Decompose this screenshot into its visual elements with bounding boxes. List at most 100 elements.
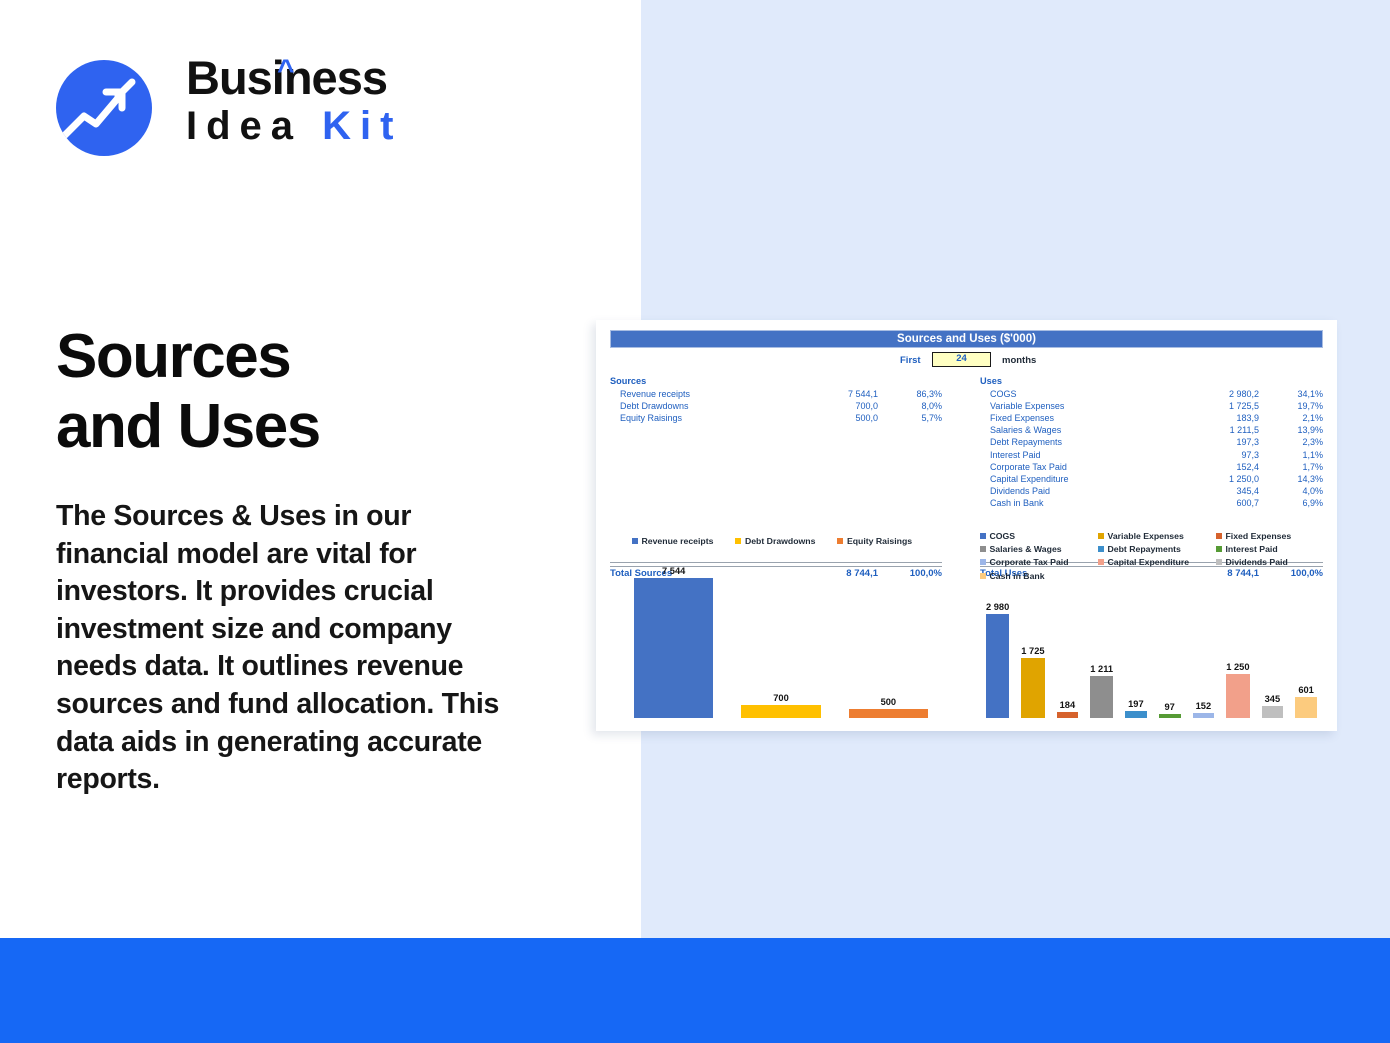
- uses-bar-group: 197: [1119, 583, 1153, 718]
- uses-legend-item[interactable]: Variable Expenses: [1098, 531, 1216, 541]
- uses-row: Fixed Expenses 183,9 2,1%: [980, 412, 1323, 424]
- sources-chart-legend: Revenue receipts Debt Drawdowns Equity Rai…: [632, 536, 942, 546]
- uses-row-label: Salaries & Wages: [990, 425, 1062, 436]
- uses-row-label: Cash in Bank: [990, 497, 1044, 508]
- uses-bar-value-label: 2 980: [986, 602, 1010, 612]
- uses-bar-group: 1 211: [1084, 583, 1119, 718]
- uses-legend-item[interactable]: Fixed Expenses: [1216, 531, 1323, 541]
- period-months-input[interactable]: 24: [932, 352, 991, 367]
- uses-bar[interactable]: [1295, 697, 1317, 718]
- uses-heading: Uses: [980, 376, 1002, 386]
- sources-bar-group: 7 544: [620, 560, 727, 718]
- uses-rows: COGS 2 980,2 34,1% Variable Expenses 1 725,5…: [980, 388, 1323, 509]
- uses-row-value: 1 725,5: [1228, 401, 1259, 412]
- uses-legend-item[interactable]: Capital Expenditure: [1098, 557, 1216, 567]
- spreadsheet-card: Sources and Uses ($'000) First 24 months…: [596, 320, 1337, 731]
- sources-bar[interactable]: [741, 705, 821, 718]
- uses-bar[interactable]: [1261, 705, 1284, 718]
- uses-legend-label: Capital Expenditure: [1107, 557, 1190, 568]
- uses-bar-group: 2 980: [980, 583, 1015, 718]
- uses-bar-group: 1 725: [1015, 583, 1050, 718]
- sources-row-label: Equity Raisings: [620, 413, 683, 424]
- uses-bar[interactable]: [1125, 711, 1147, 718]
- sources-heading: Sources: [610, 376, 647, 386]
- uses-legend-label: Salaries & Wages: [989, 544, 1062, 555]
- uses-row-label: Interest Paid: [990, 449, 1041, 460]
- uses-legend-label: Corporate Tax Paid: [989, 557, 1069, 568]
- sources-row: Revenue receipts 7 544,1 86,3%: [610, 388, 942, 400]
- uses-legend-item[interactable]: Corporate Tax Paid: [980, 557, 1098, 567]
- uses-bar[interactable]: [1158, 714, 1181, 718]
- uses-legend-item[interactable]: Interest Paid: [1216, 544, 1323, 554]
- uses-row-pct: 1,1%: [1302, 449, 1323, 460]
- legend-swatch-icon: [1216, 533, 1222, 539]
- sources-legend-label: Debt Drawdowns: [744, 536, 816, 546]
- sources-row-value: 7 544,1: [847, 389, 878, 400]
- legend-swatch-icon: [632, 538, 638, 544]
- uses-row-label: Fixed Expenses: [990, 413, 1055, 424]
- uses-row: Debt Repayments 197,3 2,3%: [980, 436, 1323, 448]
- uses-total-pct: 100,0%: [1290, 568, 1323, 579]
- sources-total-row: Total Sources 8 744,1 100,0%: [610, 566, 942, 580]
- uses-bar-group: 97: [1153, 583, 1187, 718]
- legend-swatch-icon: [1216, 546, 1222, 553]
- legend-swatch-icon: [837, 538, 844, 544]
- uses-legend-label: Variable Expenses: [1107, 531, 1184, 541]
- page-title-line-2: and Uses: [56, 392, 321, 461]
- sources-row-value: 700,0: [855, 401, 878, 412]
- uses-row-pct: 14,3%: [1297, 473, 1323, 484]
- sources-bar[interactable]: [848, 708, 928, 718]
- sources-bar-group: 700: [727, 560, 834, 718]
- uses-bar[interactable]: [986, 614, 1010, 718]
- legend-swatch-icon: [1098, 559, 1104, 566]
- uses-row-pct: 19,7%: [1297, 401, 1323, 412]
- sources-legend-item[interactable]: Equity Raisings: [837, 536, 912, 546]
- sources-bar-value-label: 500: [880, 696, 897, 707]
- uses-row-pct: 2,3%: [1302, 437, 1323, 448]
- uses-row-value: 152,4: [1236, 461, 1259, 472]
- uses-bar[interactable]: [1056, 711, 1079, 718]
- page-title-line-1: Sources: [56, 322, 292, 391]
- uses-legend-item[interactable]: Cash in Bank: [980, 571, 1098, 581]
- uses-bar-group: 1 250: [1220, 583, 1255, 718]
- sources-legend-item[interactable]: Revenue receipts: [632, 536, 713, 546]
- uses-bar-value-label: 97: [1164, 702, 1175, 712]
- uses-bar[interactable]: [1192, 712, 1215, 718]
- brand-name-primary: Business: [186, 51, 388, 104]
- uses-bar[interactable]: [1021, 657, 1045, 718]
- sources-bar-chart: 7 544 700 500: [620, 565, 942, 723]
- uses-legend-item[interactable]: COGS: [980, 531, 1098, 541]
- uses-row-label: Corporate Tax Paid: [990, 461, 1067, 472]
- uses-bar-group: 345: [1256, 583, 1290, 718]
- uses-legend-item[interactable]: Debt Repayments: [1098, 544, 1216, 554]
- sources-row: Equity Raisings 500,0 5,7%: [610, 412, 942, 424]
- legend-swatch-icon: [1216, 559, 1222, 566]
- legend-swatch-icon: [1098, 546, 1104, 553]
- uses-row: Capital Expenditure 1 250,0 14,3%: [980, 473, 1323, 485]
- sources-row-label: Revenue receipts: [620, 389, 691, 400]
- period-prefix-label: First: [900, 355, 921, 366]
- sources-rows: Revenue receipts 7 544,1 86,3% Debt Drawdow…: [610, 388, 942, 424]
- uses-bar-group: 184: [1051, 583, 1085, 718]
- uses-legend-label: Dividends Paid: [1225, 557, 1288, 568]
- uses-bar-value-label: 184: [1059, 699, 1076, 710]
- uses-bar[interactable]: [1090, 675, 1114, 718]
- sources-bars: 7 544 700 500: [620, 560, 942, 718]
- sheet-title: Sources and Uses ($'000): [610, 330, 1323, 348]
- legend-swatch-icon: [980, 533, 986, 539]
- uses-bar-value-label: 1 211: [1090, 663, 1114, 674]
- sources-row-value: 500,0: [855, 413, 878, 424]
- legend-swatch-icon: [980, 546, 986, 553]
- brand-kit-word: Kit: [322, 104, 403, 148]
- sources-bar[interactable]: [634, 578, 714, 718]
- uses-bar-group: 601: [1289, 583, 1323, 718]
- sources-row-pct: 8,0%: [921, 401, 942, 412]
- uses-legend-label: COGS: [989, 531, 1016, 541]
- uses-legend-item[interactable]: Salaries & Wages: [980, 544, 1098, 554]
- uses-legend-item[interactable]: Dividends Paid: [1216, 557, 1323, 567]
- sources-row-pct: 86,3%: [916, 389, 942, 400]
- uses-row-value: 183,9: [1236, 413, 1259, 424]
- uses-bar[interactable]: [1226, 674, 1250, 718]
- sources-total-rule: [610, 562, 942, 563]
- sources-legend-item[interactable]: Debt Drawdowns: [735, 536, 815, 546]
